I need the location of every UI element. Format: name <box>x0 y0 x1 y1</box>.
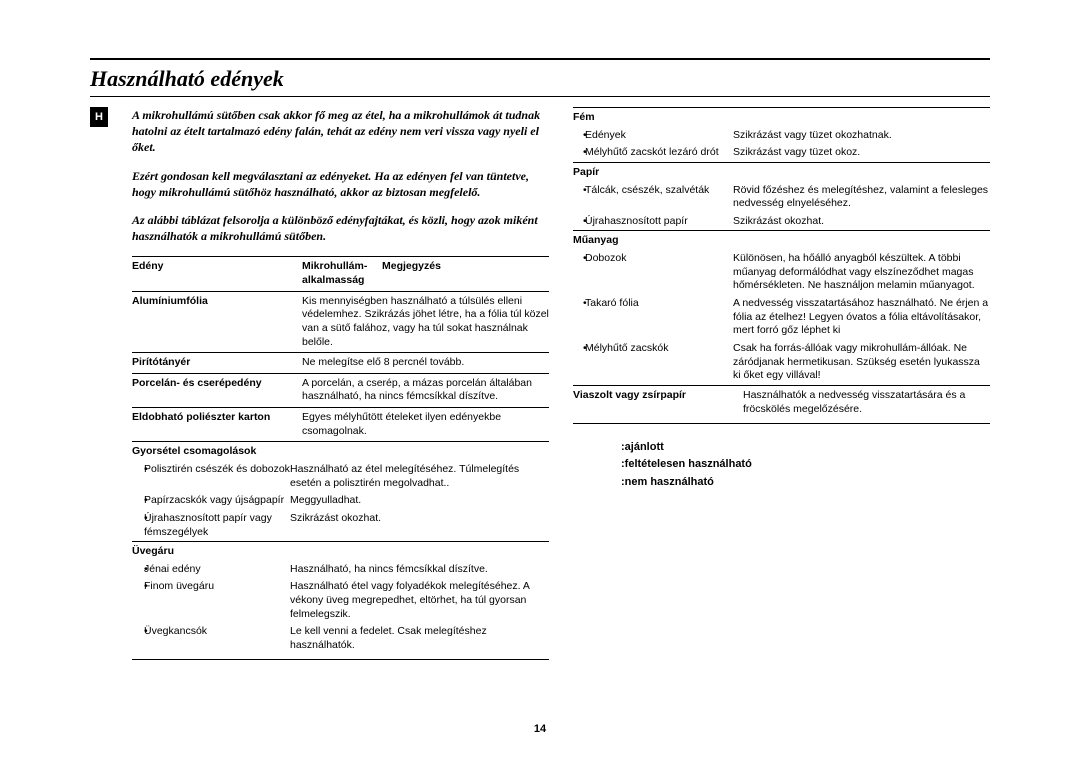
category-head: Gyorsétel csomagolások <box>132 442 549 461</box>
bullet-icon: • <box>132 494 144 508</box>
page-title: Használható edények <box>90 66 990 92</box>
item-label: Mélyhűtő zacskók <box>585 342 733 383</box>
row-name: Alumíniumfólia <box>132 295 302 350</box>
right-bottom-rule <box>573 423 990 424</box>
list-item: •Újrahasznosított papírSzikrázást okozha… <box>573 213 990 231</box>
language-tab: H <box>90 107 108 127</box>
content-wrapper: H A mikrohullámú sütőben csak akkor fő m… <box>90 107 990 660</box>
list-item: •DobozokKülönösen, ha hőálló anyagból ké… <box>573 250 990 295</box>
list-item: •Mélyhűtő zacskót lezáró drótSzikrázást … <box>573 144 990 162</box>
category-head: Üvegáru <box>132 542 549 561</box>
bullet-icon: • <box>573 146 585 160</box>
bullet-icon: • <box>573 342 585 383</box>
table-row: Viaszolt vagy zsírpapírHasználhatók a ne… <box>573 386 990 419</box>
bullet-icon: • <box>132 563 144 577</box>
item-label: Újrahasznosított papír <box>585 215 733 229</box>
list-item: •Jénai edényHasználható, ha nincs fémcsí… <box>132 561 549 579</box>
bullet-icon: • <box>132 463 144 490</box>
item-label: Papírzacskók vagy újságpapír <box>144 494 290 508</box>
item-note: Különösen, ha hőálló anyagból készültek.… <box>733 252 990 293</box>
legend-conditional-text: :feltételesen használható <box>621 457 752 471</box>
intro-paragraph-1: A mikrohullámú sütőben csak akkor fő meg… <box>132 107 549 156</box>
item-note: Le kell venni a fedelet. Csak melegítésh… <box>290 625 549 652</box>
legend-not-usable: :nem használható <box>573 475 990 489</box>
item-note: Szikrázást vagy tüzet okozhatnak. <box>733 129 990 143</box>
item-label: Polisztirén csészék és dobozok <box>144 463 290 490</box>
item-note: Szikrázást okozhat. <box>733 215 990 229</box>
table-header-row: Edény Mikrohullám-alkalmasság Megjegyzés <box>132 257 549 290</box>
row-name: Porcelán- és cserépedény <box>132 377 302 404</box>
item-label: Finom üvegáru <box>144 580 290 621</box>
bullet-icon: • <box>573 129 585 143</box>
item-note: Szikrázást okozhat. <box>290 512 549 539</box>
left-column: A mikrohullámú sütőben csak akkor fő meg… <box>132 107 549 660</box>
row-note: Ne melegítse elő 8 percnél tovább. <box>302 356 549 370</box>
category-head: Fém <box>573 108 990 127</box>
bullet-icon: • <box>573 215 585 229</box>
table-row: AlumíniumfóliaKis mennyiségben használha… <box>132 292 549 353</box>
list-item: •Mélyhűtő zacskókCsak ha forrás-állóak v… <box>573 340 990 385</box>
bullet-icon: • <box>132 625 144 652</box>
bullet-icon: • <box>132 580 144 621</box>
item-label: Takaró fólia <box>585 297 733 338</box>
item-note: Szikrázást vagy tüzet okoz. <box>733 146 990 160</box>
bullet-icon: • <box>573 184 585 211</box>
item-note: A nedvesség visszatartásához használható… <box>733 297 990 338</box>
list-item: •Újrahasznosított papír vagy fémszegélye… <box>132 510 549 541</box>
th-megjegyzes: Megjegyzés <box>302 260 549 287</box>
top-rule-thick <box>90 58 990 60</box>
list-item: •Finom üvegáruHasználható étel vagy foly… <box>132 578 549 623</box>
intro-paragraph-2: Ezért gondosan kell megválasztani az edé… <box>132 168 549 200</box>
list-item: •Tálcák, csészék, szalvétákRövid főzéshe… <box>573 182 990 213</box>
right-column: Fém•EdényekSzikrázást vagy tüzet okozhat… <box>573 107 990 660</box>
left-bottom-rule <box>132 659 549 660</box>
legend-not-usable-text: :nem használható <box>621 475 714 489</box>
list-item: •EdényekSzikrázást vagy tüzet okozhatnak… <box>573 127 990 145</box>
legend-recommended: :ajánlott <box>573 440 990 454</box>
intro-paragraph-3: Az alábbi táblázat felsorolja a különböz… <box>132 212 549 244</box>
row-note: Kis mennyiségben használható a túlsülés … <box>302 295 549 350</box>
row-note: Használhatók a nedvesség visszatartására… <box>743 389 990 416</box>
list-item: •Papírzacskók vagy újságpapírMeggyulladh… <box>132 492 549 510</box>
legend-conditional: :feltételesen használható <box>573 457 990 471</box>
item-note: Használható étel vagy folyadékok melegít… <box>290 580 549 621</box>
legend-recommended-text: :ajánlott <box>621 440 664 454</box>
bullet-icon: • <box>132 512 144 539</box>
category-head: Műanyag <box>573 231 990 250</box>
item-note: Használható az étel melegítéséhez. Túlme… <box>290 463 549 490</box>
top-rule-thin <box>90 96 990 97</box>
legend: :ajánlott :feltételesen használható :nem… <box>573 440 990 489</box>
list-item: •ÜvegkancsókLe kell venni a fedelet. Csa… <box>132 623 549 654</box>
table-row: Porcelán- és cserépedényA porcelán, a cs… <box>132 374 549 407</box>
bullet-icon: • <box>573 297 585 338</box>
row-name: Eldobható poliészter karton <box>132 411 302 438</box>
page-number: 14 <box>534 723 546 735</box>
item-label: Üvegkancsók <box>144 625 290 652</box>
item-label: Jénai edény <box>144 563 290 577</box>
category-head: Papír <box>573 163 990 182</box>
row-name: Viaszolt vagy zsírpapír <box>573 389 743 416</box>
item-note: Használható, ha nincs fémcsíkkal díszítv… <box>290 563 549 577</box>
table-row: PirítótányérNe melegítse elő 8 percnél t… <box>132 353 549 373</box>
table-row: Eldobható poliészter kartonEgyes mélyhűt… <box>132 408 549 441</box>
item-note: Csak ha forrás-állóak vagy mikrohullám-á… <box>733 342 990 383</box>
item-label: Újrahasznosított papír vagy fémszegélyek <box>144 512 290 539</box>
list-item: •Polisztirén csészék és dobozokHasználha… <box>132 461 549 492</box>
item-label: Mélyhűtő zacskót lezáró drót <box>585 146 733 160</box>
row-name: Pirítótányér <box>132 356 302 370</box>
bullet-icon: • <box>573 252 585 293</box>
row-note: Egyes mélyhűtött ételeket ilyen edényekb… <box>302 411 549 438</box>
language-tab-sidebar: H <box>90 107 108 660</box>
row-note: A porcelán, a cserép, a mázas porcelán á… <box>302 377 549 404</box>
item-label: Edények <box>585 129 733 143</box>
item-note: Rövid főzéshez és melegítéshez, valamint… <box>733 184 990 211</box>
item-note: Meggyulladhat. <box>290 494 549 508</box>
list-item: •Takaró fóliaA nedvesség visszatartásáho… <box>573 295 990 340</box>
item-label: Dobozok <box>585 252 733 293</box>
item-label: Tálcák, csészék, szalvéták <box>585 184 733 211</box>
th-edeny: Edény <box>132 260 302 287</box>
